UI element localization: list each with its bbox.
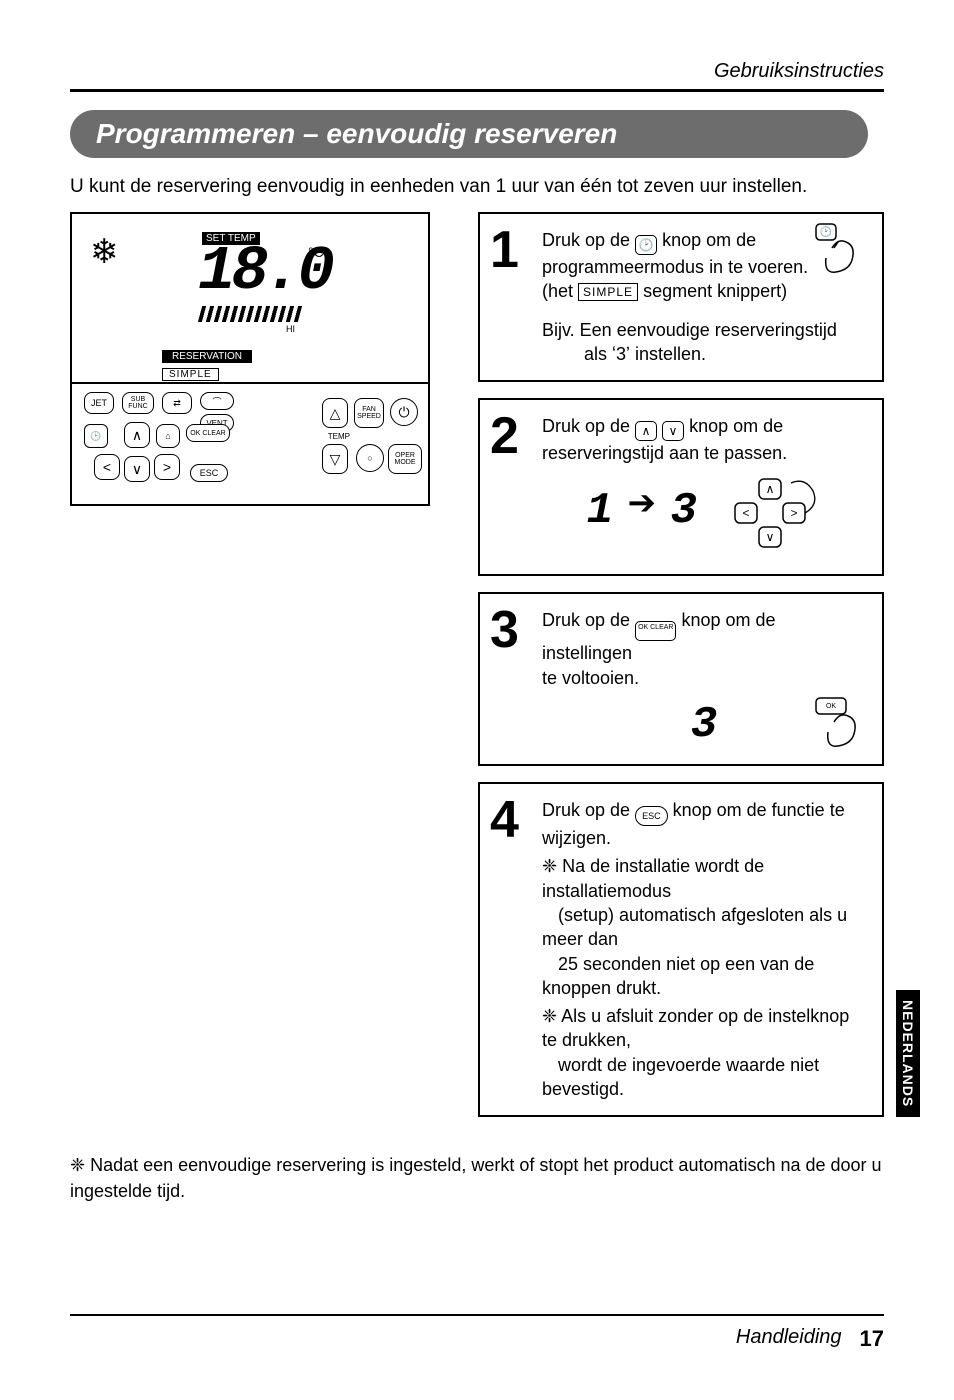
dpad-hand-icon: ∧ < > ∨ xyxy=(731,475,821,555)
step-text: Druk op de ∧ ∨ knop om de reserveringsti… xyxy=(542,414,866,465)
left-button: < xyxy=(94,454,120,480)
step-3: 3 Druk op de OK CLEAR knop om de instell… xyxy=(478,592,884,766)
fan-bars-icon xyxy=(198,306,302,322)
step-text: Druk op de OK CLEAR knop om de instellin… xyxy=(542,608,866,690)
svg-text:🕑: 🕑 xyxy=(820,225,832,238)
svg-text:∧: ∧ xyxy=(766,482,775,496)
page-number: 17 xyxy=(860,1326,884,1352)
simple-label: SIMPLE xyxy=(162,368,219,381)
step-number: 2 xyxy=(490,406,519,466)
t: (het xyxy=(542,281,578,301)
down-icon: ∨ xyxy=(662,421,684,441)
divider xyxy=(70,89,884,92)
device-controls: JET SUB FUNC ⇄ ⌒ VENT 🕑 ∧ ⌂ OK CLEAR < >… xyxy=(72,384,428,504)
power-button: ⏻ xyxy=(390,398,418,426)
t: ❈ Na de installatie wordt de installatie… xyxy=(542,856,764,900)
language-tab: NEDERLANDS xyxy=(896,990,920,1117)
svg-text:>: > xyxy=(791,506,798,520)
right-button: > xyxy=(154,454,180,480)
temp-down-button: ▽ xyxy=(322,444,348,474)
seg-from: 1 xyxy=(587,486,613,536)
t: als ʻ3ʼ instellen. xyxy=(542,344,706,364)
clock-button: 🕑 xyxy=(84,424,108,448)
step-text: Druk op de ESC knop om de functie te wij… xyxy=(542,798,866,850)
t: knop om de xyxy=(662,230,756,250)
bullet-1: ❈ Na de installatie wordt de installatie… xyxy=(542,854,866,1000)
simple-inline-label: SIMPLE xyxy=(578,283,638,301)
page-title: Programmeren – eenvoudig reserveren xyxy=(70,110,868,158)
ok-clear-icon: OK CLEAR xyxy=(635,621,676,641)
t: 25 seconden niet op een van de knoppen d… xyxy=(542,954,814,998)
step-example: Bijv. Een eenvoudige reserveringstijd al… xyxy=(542,318,866,367)
arrow-icon: ➔ xyxy=(628,483,657,523)
home-button: ⌂ xyxy=(156,424,180,448)
snowflake-icon: ❄ xyxy=(90,232,119,272)
up-button: ∧ xyxy=(124,422,150,448)
arc-button: ⌒ xyxy=(200,392,234,410)
footer: Handleiding 17 xyxy=(70,1314,884,1352)
seg-to: 3 xyxy=(670,486,696,536)
t: Druk op de xyxy=(542,610,635,630)
esc-button: ESC xyxy=(190,464,228,482)
t: knop om de xyxy=(689,416,783,436)
esc-icon: ESC xyxy=(635,806,668,826)
temp-up-button: △ xyxy=(322,398,348,428)
up-icon: ∧ xyxy=(635,421,657,441)
section-header: Gebruiksinstructies xyxy=(70,60,884,83)
t: Bijv. Een eenvoudige reserveringstijd xyxy=(542,320,837,340)
step-number: 3 xyxy=(490,600,519,660)
step-number: 1 xyxy=(490,220,519,280)
t: te voltooien. xyxy=(542,668,639,688)
step-4: 4 Druk op de ESC knop om de functie te w… xyxy=(478,782,884,1117)
hand-press-icon: 🕑 xyxy=(812,220,876,284)
svg-text:<: < xyxy=(743,506,750,520)
t: segment knippert) xyxy=(643,281,787,301)
t: wordt de ingevoerde waarde niet bevestig… xyxy=(542,1055,819,1099)
step-2: 2 Druk op de ∧ ∨ knop om de reserverings… xyxy=(478,398,884,576)
clock-icon: 🕑 xyxy=(635,235,657,255)
t: reserveringstijd aan te passen. xyxy=(542,443,787,463)
step-1: 1 Druk op de 🕑 knop om de programmeermod… xyxy=(478,212,884,382)
temp-label: TEMP xyxy=(328,432,350,441)
device-screen: ❄ SET TEMP 18.0 °C HI RESERVATION SIMPLE xyxy=(72,214,428,384)
hand-press-icon: OK xyxy=(810,692,874,756)
swing-button: ⇄ xyxy=(162,392,192,414)
device-illustration: ❄ SET TEMP 18.0 °C HI RESERVATION SIMPLE… xyxy=(70,212,430,506)
t: knop om de functie te xyxy=(673,800,845,820)
deg-c: °C xyxy=(308,244,324,260)
seg-value: 3 xyxy=(691,700,717,750)
intro-text: U kunt de reservering eenvoudig in eenhe… xyxy=(70,176,884,198)
step-number: 4 xyxy=(490,790,519,850)
svg-text:OK: OK xyxy=(826,703,836,710)
jet-button: JET xyxy=(84,392,114,414)
footer-title: Handleiding xyxy=(736,1326,842,1352)
t: Druk op de xyxy=(542,416,635,436)
t: wijzigen. xyxy=(542,828,611,848)
footnote: ❈ Nadat een eenvoudige reservering is in… xyxy=(70,1153,884,1203)
sub-func-button: SUB FUNC xyxy=(122,392,154,414)
fan-speed-button: FAN SPEED xyxy=(354,398,384,428)
t: (setup) automatisch afgesloten als u mee… xyxy=(542,905,847,949)
t: ❈ Als u afsluit zonder op de instelknop … xyxy=(542,1006,849,1050)
t: Druk op de xyxy=(542,230,635,250)
hi-label: HI xyxy=(286,324,295,334)
oper-mode-button: OPER MODE xyxy=(388,444,422,474)
t: programmeermodus in te voeren. xyxy=(542,257,808,277)
t: Druk op de xyxy=(542,800,635,820)
down-button: ∨ xyxy=(124,456,150,482)
reservation-label: RESERVATION xyxy=(162,350,252,363)
svg-text:∨: ∨ xyxy=(766,530,775,544)
bullet-2: ❈ Als u afsluit zonder op de instelknop … xyxy=(542,1004,866,1101)
ok-clear-button: OK CLEAR xyxy=(186,424,230,442)
circle-button: ○ xyxy=(356,444,384,472)
